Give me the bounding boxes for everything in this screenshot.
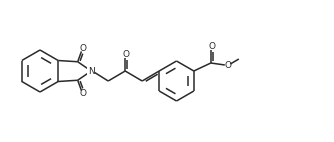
Text: O: O [80,89,87,98]
Text: N: N [88,66,95,76]
Text: O: O [208,41,215,51]
Text: O: O [123,50,130,59]
Text: O: O [225,60,232,69]
Text: O: O [80,44,87,53]
